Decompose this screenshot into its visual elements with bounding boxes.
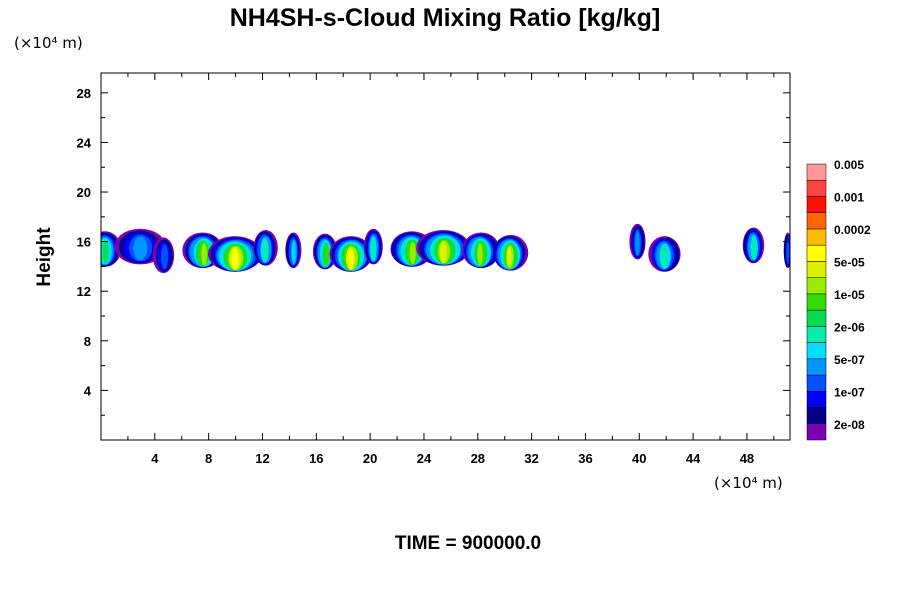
colorbar-cell <box>806 391 827 408</box>
y-tick-label: 28 <box>77 86 91 101</box>
cloud-contour <box>161 244 169 270</box>
colorbar-cell <box>806 309 827 327</box>
colorbar-cell <box>806 342 827 360</box>
colorbar-cell <box>806 326 827 343</box>
cloud-contour <box>751 236 756 260</box>
colorbar-label: 5e-07 <box>834 353 865 367</box>
colorbar-cell <box>806 358 827 376</box>
cloud-contour <box>102 240 109 264</box>
colorbar-label: 1e-07 <box>834 385 865 399</box>
colorbar-cell <box>806 261 827 278</box>
cloud-contour <box>201 243 208 266</box>
y-tick-label: 4 <box>84 383 92 398</box>
cloud-contour <box>477 243 483 266</box>
x-tick-label: 16 <box>309 451 323 466</box>
cloud-contour <box>409 242 416 265</box>
cloud-contour <box>786 239 790 265</box>
time-label: TIME = 900000.0 <box>395 533 541 554</box>
x-unit-label: (×10⁴ m) <box>714 474 783 492</box>
y-tick-label: 24 <box>77 135 92 150</box>
y-unit-label: (×10⁴ m) <box>14 34 83 52</box>
x-tick-label: 4 <box>151 451 159 466</box>
colorbar-label: 2e-06 <box>834 320 865 334</box>
cloud-contour <box>439 241 447 264</box>
colorbar-cell <box>806 277 827 295</box>
x-tick-label: 36 <box>578 451 592 466</box>
cloud-contour <box>348 248 354 270</box>
colorbar-cell <box>806 212 827 230</box>
cloud-contour <box>660 245 668 269</box>
y-tick-label: 16 <box>77 235 91 250</box>
cloud-contour <box>371 237 375 261</box>
colorbar-label: 2e-08 <box>834 418 865 432</box>
y-axis-label: Height <box>34 227 55 287</box>
plot-frame <box>100 72 791 441</box>
cloud-blob <box>648 236 681 272</box>
cloud-contour <box>506 246 512 269</box>
chart-title: NH4SH-s-Cloud Mixing Ratio [kg/kg] <box>230 4 661 32</box>
cloud-blob <box>312 233 338 270</box>
colorbar-cell <box>806 293 827 311</box>
colorbar-label: 5e-05 <box>834 255 865 269</box>
colorbar: 2e-08 1e-07 5e-07 2e-06 1e-05 5e-05 0.0002 0.00… <box>806 158 871 441</box>
cloud-contour <box>291 240 296 265</box>
cloud-blob <box>329 236 373 272</box>
x-tick-label: 24 <box>417 451 432 466</box>
cloud-field <box>101 223 790 274</box>
cloud-blob <box>783 232 790 269</box>
x-tick-label: 40 <box>632 451 646 466</box>
colorbar-cell <box>806 163 827 181</box>
colorbar-cell <box>806 196 827 213</box>
x-tick-label: 12 <box>255 451 269 466</box>
cloud-contour <box>133 236 148 261</box>
cloud-blob <box>253 229 278 266</box>
cloud-blob <box>101 231 122 267</box>
cloud-blob <box>152 237 175 274</box>
colorbar-cell <box>806 374 827 392</box>
cloud-blob <box>462 232 500 269</box>
colorbar-label: 1e-05 <box>834 288 865 302</box>
cloud-contour <box>231 248 239 270</box>
x-tick-label: 20 <box>363 451 377 466</box>
x-tick-label: 48 <box>740 451 754 466</box>
y-tick-label: 8 <box>84 334 91 349</box>
x-tick-label: 8 <box>205 451 212 466</box>
cloud-blob <box>114 228 166 265</box>
colorbar-cell <box>806 423 827 441</box>
cloud-blob <box>493 234 529 271</box>
cloud-blob <box>742 227 765 264</box>
x-tick-label: 32 <box>524 451 538 466</box>
x-tick-label: 28 <box>471 451 485 466</box>
colorbar-cell <box>806 228 827 246</box>
cloud-blob <box>629 223 646 260</box>
cloud-contour <box>635 231 640 256</box>
colorbar-cell <box>806 179 827 197</box>
cloud-blob <box>208 236 262 272</box>
x-tick-label: 44 <box>686 451 701 466</box>
cloud-blob <box>285 232 302 269</box>
cloud-contour <box>263 239 269 262</box>
cloud-blob <box>363 228 383 265</box>
cloud-blob <box>416 229 471 266</box>
cloud-contour <box>324 244 329 267</box>
y-tick-label: 20 <box>77 185 91 200</box>
y-tick-label: 12 <box>77 284 91 299</box>
colorbar-label: 0.001 <box>834 190 864 204</box>
colorbar-cell <box>806 407 827 425</box>
colorbar-label: 0.0002 <box>834 223 871 237</box>
colorbar-cell <box>806 244 827 262</box>
colorbar-label: 0.005 <box>834 158 864 172</box>
